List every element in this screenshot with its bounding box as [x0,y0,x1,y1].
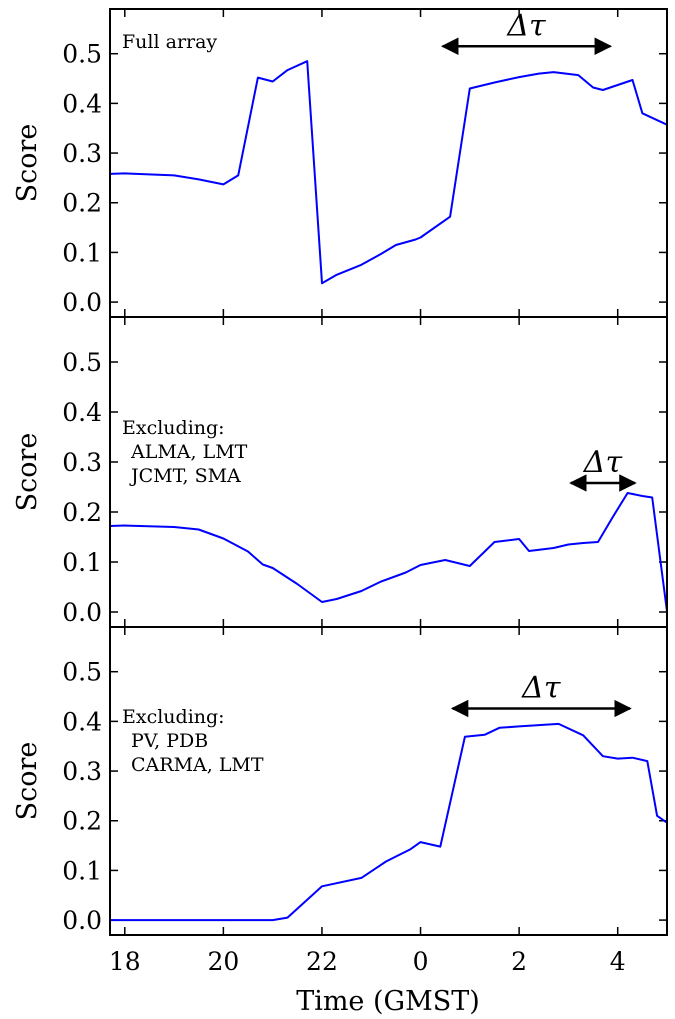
note-line: Full array [122,31,217,53]
panel-1-ylabel: Score [12,433,43,512]
y-tick-label: 0.2 [62,189,102,218]
y-tick-label: 0.4 [62,707,102,736]
y-tick-label: 0.5 [62,40,102,69]
panel-1-delta-tau-annotation: Δτ [569,445,637,492]
y-tick-label: 0.5 [62,348,102,377]
note-line: JCMT, SMA [129,465,241,487]
y-tick-label: 0.4 [62,89,102,118]
y-tick-label: 0.5 [62,658,102,687]
panel-0-note: Full array [122,31,217,53]
panel-0-ylabel: Score [12,124,43,203]
panel-2-ylabel: Score [12,742,43,821]
note-line: Excluding: [122,706,225,728]
x-tick-label: 4 [610,947,626,976]
x-tick-labels: 18 20 22 0 2 4 [109,947,626,976]
delta-tau-label: Δτ [506,8,546,43]
x-tick-label: 18 [109,947,141,976]
y-tick-label: 0.0 [62,598,102,627]
note-line: PV, PDB [131,730,208,752]
panel-1-series-line [110,492,667,612]
y-tick-label: 0.1 [62,856,102,885]
panel-full-array: 0.0 0.1 0.2 0.3 0.4 0.5 Δτ Full array Score [12,8,668,318]
panel-2-frame [109,626,668,936]
note-line: CARMA, LMT [131,754,264,776]
x-tick-label: 0 [413,947,429,976]
x-axis-title: Time (GMST) [296,986,480,1017]
panel-2-series-line [110,722,667,922]
panel-1-note: Excluding: ALMA, LMT JCMT, SMA [122,417,248,487]
series-line [110,722,667,922]
y-tick-label: 0.3 [62,139,102,168]
y-tick-label: 0.0 [62,288,102,317]
panel-1-ticks: 0.0 0.1 0.2 0.3 0.4 0.5 [62,317,667,627]
panel-2-note: Excluding: PV, PDB CARMA, LMT [122,706,264,776]
y-tick-label: 0.1 [62,548,102,577]
panel-0-series-line [110,60,667,285]
note-line: ALMA, LMT [130,441,248,463]
delta-tau-label: Δτ [521,670,561,705]
y-tick-label: 0.2 [62,807,102,836]
series-line [110,492,667,612]
y-tick-label: 0.2 [62,498,102,527]
panel-0-ticks: 0.0 0.1 0.2 0.3 0.4 0.5 [62,9,667,317]
note-line: Excluding: [122,417,225,439]
x-tick-label: 20 [207,947,239,976]
y-tick-label: 0.4 [62,398,102,427]
y-tick-label: 0.0 [62,906,102,935]
panel-0-frame [109,8,668,318]
delta-tau-label: Δτ [583,445,623,480]
series-line [110,60,667,285]
y-tick-label: 0.3 [62,448,102,477]
y-tick-label: 0.1 [62,238,102,267]
x-tick-label: 22 [306,947,338,976]
panel-2-ticks: 0.0 0.1 0.2 0.3 0.4 0.5 [62,627,667,935]
panel-2-delta-tau-annotation: Δτ [450,670,632,718]
x-tick-label: 2 [511,947,527,976]
panel-0-delta-tau-annotation: Δτ [440,8,613,56]
panel-excluding-alma-lmt-jcmt-sma: 0.0 0.1 0.2 0.3 0.4 0.5 Δτ Excluding: ALMA, LM… [12,316,668,628]
panel-excluding-pv-pdb-carma-lmt: 0.0 0.1 0.2 0.3 0.4 0.5 Δτ Excluding: PV, PDB C… [12,626,668,936]
y-tick-label: 0.3 [62,757,102,786]
